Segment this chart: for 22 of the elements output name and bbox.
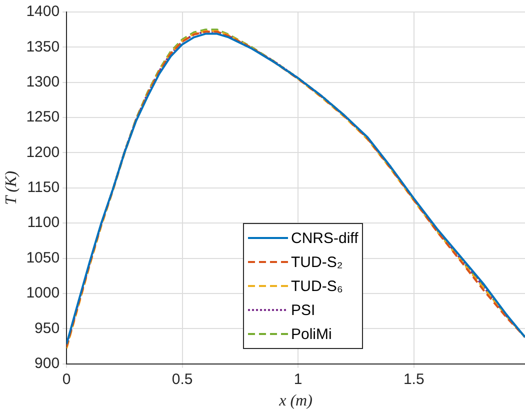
y-tick-label: 1000 [26, 284, 60, 302]
y-tick-label: 900 [34, 354, 60, 372]
y-tick-label: 1150 [27, 179, 60, 196]
y-tick-label: 1100 [27, 214, 60, 232]
legend-label: PoliMi [291, 326, 332, 342]
x-tick-label: 0 [62, 370, 71, 388]
x-axis-title: x (m) [278, 392, 312, 410]
y-tick-label: 1350 [26, 38, 60, 56]
legend-label: TUD-S₂ [291, 254, 343, 270]
legend-label: PSI [291, 302, 316, 318]
legend-label: CNRS-diff [291, 230, 358, 246]
y-tick-label: 950 [34, 320, 60, 337]
y-tick-label: 1050 [26, 249, 60, 266]
y-tick-label: 1250 [26, 108, 60, 126]
x-tick-label: 0.5 [172, 370, 193, 388]
y-tick-label: 1300 [26, 74, 60, 90]
x-tick-label: 1 [294, 370, 302, 388]
y-axis-title: T (K) [2, 170, 20, 205]
y-tick-label: 1400 [26, 3, 60, 20]
x-tick-label: 1.5 [403, 370, 424, 388]
y-tick-label: 1200 [26, 144, 60, 161]
legend-label: TUD-S₆ [291, 278, 343, 294]
